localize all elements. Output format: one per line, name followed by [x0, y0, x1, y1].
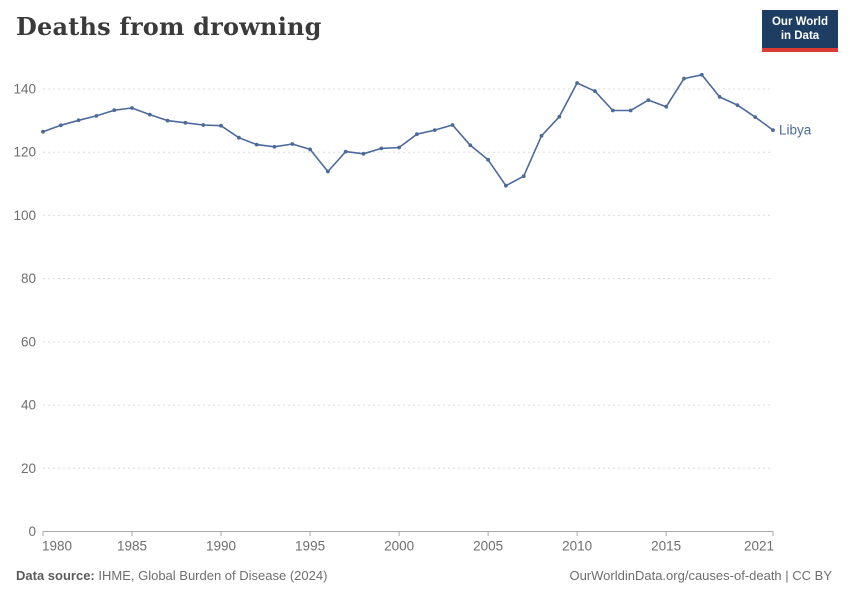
x-tick-label: 1985 [117, 539, 147, 554]
data-point [664, 104, 669, 109]
data-point [58, 123, 63, 128]
x-tick-label: 1990 [206, 539, 236, 554]
x-tick-label: 2005 [473, 539, 503, 554]
data-point [699, 72, 704, 77]
y-tick-label: 120 [13, 145, 36, 160]
data-point [610, 108, 615, 113]
data-point [432, 128, 437, 133]
page-title: Deaths from drowning [16, 12, 322, 41]
data-point [504, 183, 508, 188]
data-point [41, 129, 45, 134]
x-tick-label: 1980 [42, 539, 72, 554]
series-label-libya: Libya [779, 123, 812, 138]
data-point [343, 149, 348, 154]
y-tick-label: 100 [13, 208, 36, 223]
data-point [557, 114, 562, 119]
data-source-label: Data source: [16, 568, 95, 583]
y-tick-label: 140 [13, 82, 36, 97]
x-tick-label: 2000 [384, 539, 414, 554]
data-point [272, 144, 277, 149]
data-point [753, 115, 758, 119]
data-point [397, 145, 401, 150]
owid-logo-line1: Our World [771, 16, 828, 28]
data-point [575, 81, 579, 85]
x-tick-label: 2010 [562, 539, 592, 554]
data-point [539, 133, 544, 138]
x-tick-label: 1995 [295, 539, 325, 554]
owid-logo[interactable]: Our World in Data [762, 10, 838, 52]
data-point [735, 103, 740, 107]
y-tick-label: 20 [21, 461, 36, 476]
credit-link[interactable]: OurWorldinData.org/causes-of-death | CC … [569, 568, 832, 583]
data-point [450, 123, 455, 127]
x-tick-label: 2021 [744, 539, 774, 554]
data-point [682, 76, 686, 81]
data-point [326, 169, 330, 174]
data-point [76, 118, 81, 123]
data-point [183, 120, 188, 125]
x-tick-label: 2015 [651, 539, 681, 554]
data-point [379, 146, 384, 151]
y-tick-label: 80 [21, 271, 36, 286]
data-point [415, 132, 419, 137]
data-point [94, 114, 99, 118]
data-point [771, 128, 775, 133]
y-tick-label: 0 [28, 524, 36, 539]
data-point [290, 142, 295, 146]
data-point [593, 89, 597, 94]
data-point [361, 151, 366, 156]
data-point [219, 123, 223, 128]
data-point [237, 135, 241, 140]
data-point [201, 123, 206, 127]
data-point [468, 143, 473, 148]
data-point [147, 112, 152, 117]
data-point [308, 147, 312, 152]
data-source: Data source: IHME, Global Burden of Dise… [16, 568, 327, 583]
data-point [717, 95, 722, 99]
owid-logo-line2: in Data [780, 29, 820, 42]
data-point [646, 98, 651, 102]
data-point [628, 108, 633, 113]
data-point [486, 157, 490, 162]
y-tick-label: 40 [21, 398, 36, 413]
data-point [165, 118, 170, 123]
data-source-text: IHME, Global Burden of Disease (2024) [94, 568, 328, 583]
series-line-libya [42, 74, 774, 187]
data-point [112, 108, 117, 113]
y-tick-label: 60 [21, 334, 36, 349]
data-point [254, 142, 259, 147]
data-point [521, 174, 526, 179]
data-point [130, 106, 134, 110]
